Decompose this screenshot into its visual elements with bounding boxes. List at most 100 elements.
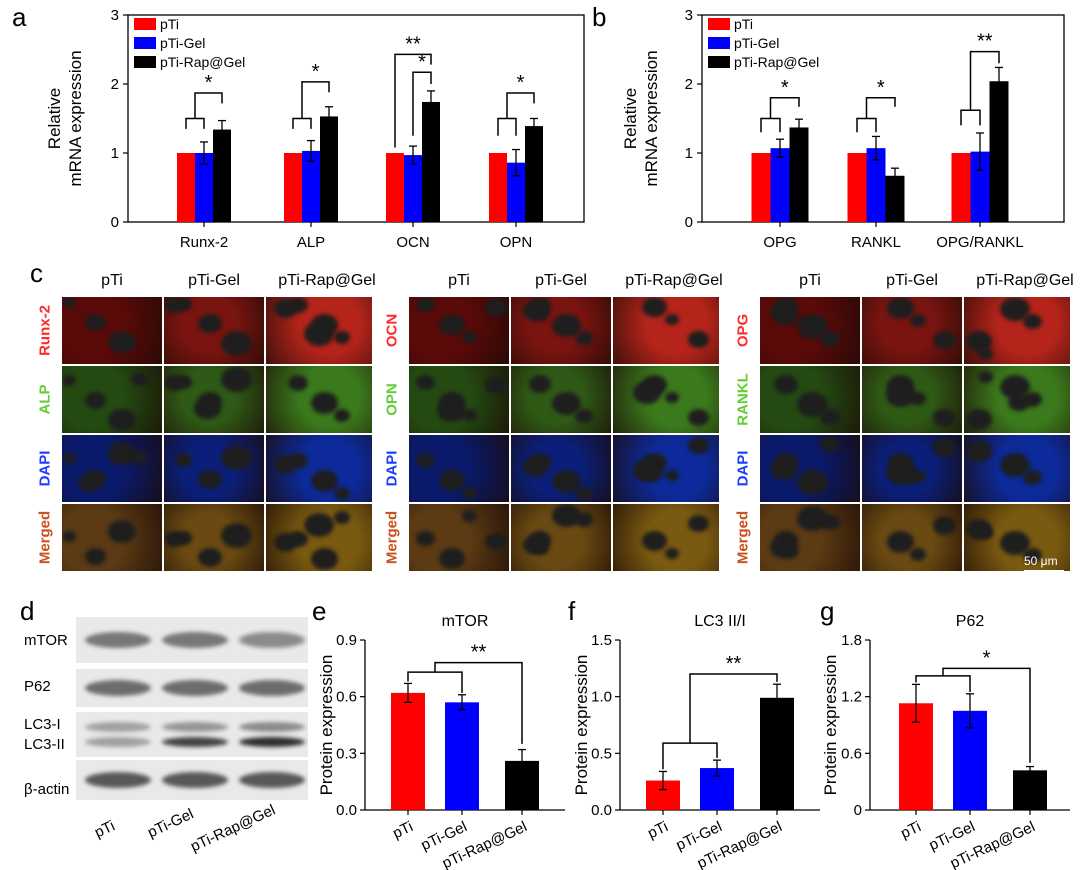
bar-pTi xyxy=(751,153,771,222)
chart-a-relative-mrna: 0 1 2 3 Relative mRNA expression Runx-2 ALP OCN O… xyxy=(45,7,585,251)
alp-bracket xyxy=(301,81,330,119)
micrograph-tile xyxy=(862,435,962,502)
opg-group-bracket xyxy=(760,117,781,133)
pore-region xyxy=(978,527,993,539)
pore-region xyxy=(221,522,252,548)
micrograph-tile xyxy=(760,366,860,433)
pore-region xyxy=(978,348,993,360)
row-label: DAPI xyxy=(734,450,752,486)
bar-pTi-Rap@Gel xyxy=(789,127,809,222)
comparison-bracket xyxy=(942,667,1031,763)
y-tick-label: 1.2 xyxy=(841,689,862,706)
pore-region xyxy=(78,473,102,493)
pore-region xyxy=(485,532,507,551)
bar-pTi-Rap@Gel xyxy=(422,101,440,222)
y-axis-label-line2: mRNA expression xyxy=(642,50,661,186)
significance: ** xyxy=(471,642,487,664)
micrograph-tile xyxy=(862,504,962,571)
y-tick-label: 1.8 xyxy=(841,632,862,649)
column-header: pTi-Rap@Gel xyxy=(278,272,376,289)
pore-region xyxy=(797,470,828,495)
protein-band xyxy=(85,632,151,648)
pore-region xyxy=(85,392,106,409)
micrograph-tile xyxy=(266,297,372,364)
legend-swatch-pTi-Gel xyxy=(708,37,730,49)
x-tick-label: pTi xyxy=(898,818,924,842)
ocn-inner-significance: * xyxy=(418,51,426,73)
pore-region xyxy=(575,487,593,502)
x-tick-label: OPG xyxy=(763,234,796,251)
micrograph-tile xyxy=(760,435,860,502)
y-axis-label-line2: mRNA expression xyxy=(66,50,85,186)
micrograph-tile xyxy=(62,504,162,571)
pore-region xyxy=(62,453,76,465)
y-axis-label: Relative mRNA expression xyxy=(621,50,661,186)
chart-title: LC3 II/I xyxy=(694,613,746,630)
scale-bar-label: 50 μm xyxy=(1024,554,1058,568)
protein-band xyxy=(239,772,305,788)
column-header: pTi-Gel xyxy=(188,272,240,289)
micrograph-tile xyxy=(409,297,509,364)
blot-row-label: LC3-I xyxy=(24,716,61,733)
y-tick-label: 0.9 xyxy=(336,632,357,649)
pore-region xyxy=(933,409,956,428)
y-tick-label: 1 xyxy=(111,145,119,162)
pore-region xyxy=(85,314,106,331)
pore-region xyxy=(665,470,679,482)
blot-row-label: mTOR xyxy=(24,632,68,649)
y-tick-label: 2 xyxy=(111,76,119,93)
pore-region xyxy=(665,392,679,404)
opn-significance: * xyxy=(517,72,525,94)
micrograph-tile xyxy=(164,504,264,571)
pore-region xyxy=(933,438,956,457)
pore-region xyxy=(665,548,679,560)
legend-swatch-pTi-Rap@Gel xyxy=(134,56,156,68)
x-tick-label: ALP xyxy=(297,234,325,251)
opn-group-bracket xyxy=(497,117,517,136)
y-tick-label: 0.5 xyxy=(591,745,612,762)
pore-region xyxy=(221,366,252,392)
y-axis-label: Relative mRNA expression xyxy=(45,50,85,186)
y-tick-label: 1 xyxy=(685,145,693,162)
pore-region xyxy=(529,375,551,393)
pore-region xyxy=(770,458,797,481)
y-tick-label: 0.3 xyxy=(336,745,357,762)
pore-region xyxy=(645,467,662,482)
micrograph-tile xyxy=(409,435,509,502)
runx2-bracket xyxy=(194,92,223,119)
legend-label: pTi xyxy=(734,16,753,32)
micrograph-tile xyxy=(862,297,962,364)
row-label: Merged xyxy=(734,510,752,564)
micrograph-tile xyxy=(760,297,860,364)
pore-region xyxy=(221,331,252,356)
group-bracket xyxy=(915,675,971,692)
legend-swatch-pTi-Rap@Gel xyxy=(708,56,730,68)
y-tick-label: 3 xyxy=(111,7,119,24)
pore-region xyxy=(688,331,709,348)
ocn-outer-significance: ** xyxy=(405,33,421,55)
protein-band xyxy=(85,737,151,747)
pore-region xyxy=(274,455,297,474)
protein-band xyxy=(239,737,305,747)
alp-significance: * xyxy=(312,61,320,83)
pore-region xyxy=(485,376,507,395)
y-axis-label-line1: Relative xyxy=(45,88,64,149)
pore-region xyxy=(933,516,956,535)
pore-region xyxy=(198,470,222,490)
row-label: OCN xyxy=(383,313,401,347)
legend-label: pTi-Gel xyxy=(160,35,205,51)
pore-region xyxy=(274,533,297,552)
bar-pTi-Gel xyxy=(866,148,886,222)
pore-region xyxy=(416,453,435,469)
micrograph-tile xyxy=(964,366,1070,433)
panel-letter-e: e xyxy=(312,596,327,626)
y-tick-label: 2 xyxy=(685,76,693,93)
column-header: pTi-Rap@Gel xyxy=(976,272,1074,289)
panel-letter-f: f xyxy=(568,596,576,626)
pore-region xyxy=(439,314,465,335)
pore-region xyxy=(575,409,593,424)
pore-region xyxy=(131,450,148,465)
pore-region xyxy=(439,470,465,491)
bar-pTi xyxy=(489,153,507,222)
panel-letter-c: c xyxy=(30,258,43,288)
